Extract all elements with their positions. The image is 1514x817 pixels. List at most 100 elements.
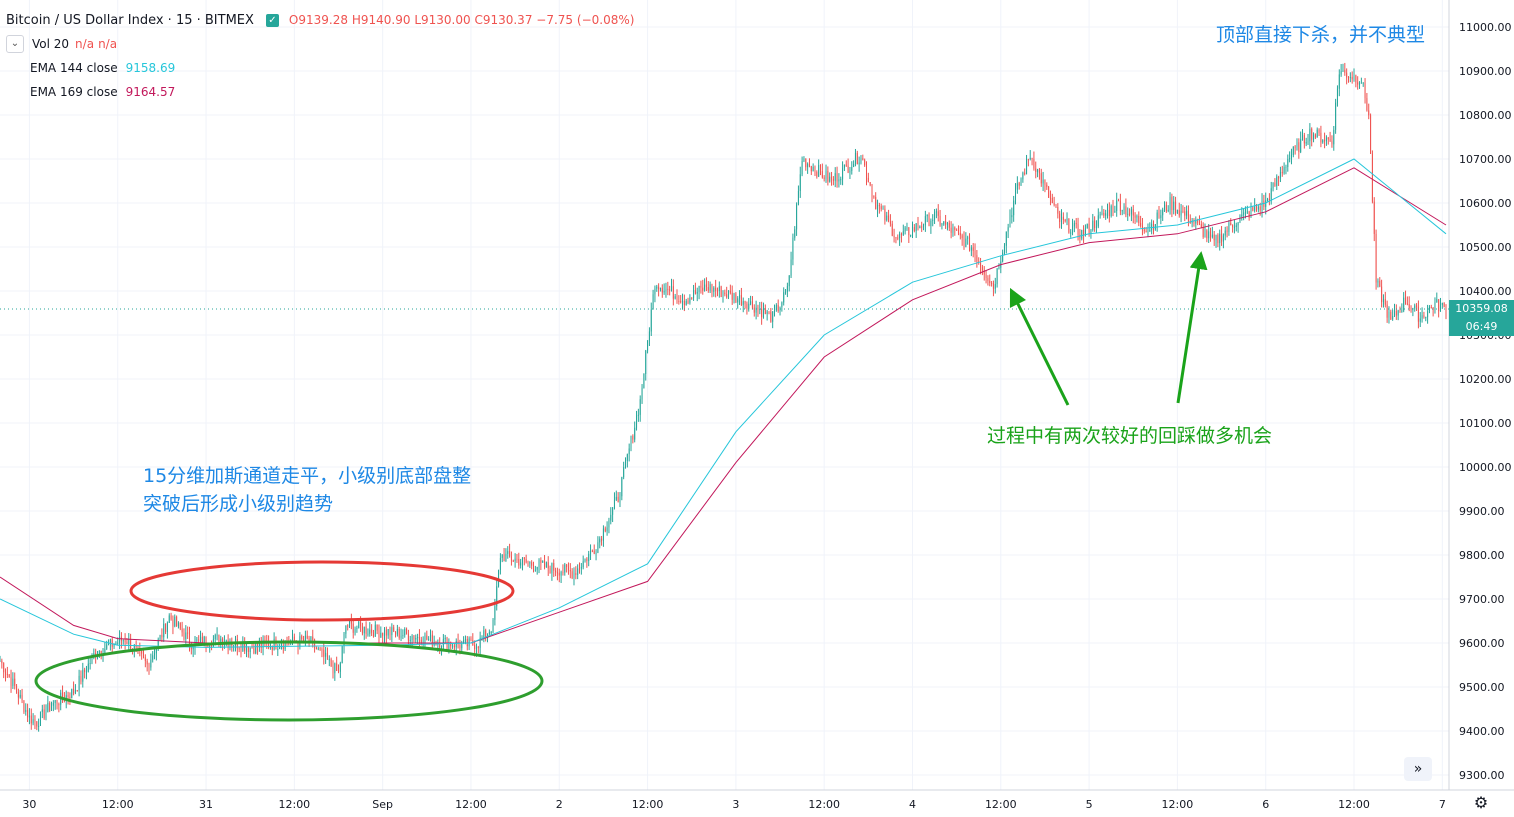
candle-body bbox=[1421, 315, 1423, 319]
volume-label[interactable]: Vol 20 bbox=[32, 37, 70, 51]
candle-body bbox=[98, 650, 100, 655]
candle-body bbox=[54, 700, 56, 703]
candle-body bbox=[790, 259, 792, 276]
candle-body bbox=[1327, 137, 1329, 140]
time-tick-label: 12:00 bbox=[1162, 798, 1194, 811]
candle-body bbox=[385, 629, 387, 636]
candle-body bbox=[989, 281, 991, 283]
candle-body bbox=[336, 663, 338, 672]
candle-body bbox=[1027, 159, 1029, 161]
candle-body bbox=[1423, 315, 1425, 318]
candle-body bbox=[639, 399, 641, 415]
time-tick-label: 5 bbox=[1086, 798, 1093, 811]
ema169-label[interactable]: EMA 169 close bbox=[30, 85, 118, 99]
candle-body bbox=[135, 646, 137, 648]
candle-body bbox=[520, 562, 522, 566]
candle-body bbox=[895, 237, 897, 239]
candle-body bbox=[943, 221, 945, 225]
candle-body bbox=[1281, 172, 1283, 174]
candle-body bbox=[1235, 225, 1237, 227]
candle-body bbox=[409, 639, 411, 641]
candle-body bbox=[1371, 153, 1373, 202]
candle-body bbox=[801, 161, 803, 175]
candle-body bbox=[678, 300, 680, 302]
candle-body bbox=[696, 291, 698, 294]
candle-body bbox=[1228, 223, 1230, 232]
candle-body bbox=[19, 694, 21, 698]
candle-body bbox=[1208, 231, 1210, 239]
candle-body bbox=[12, 678, 14, 686]
candle-body bbox=[1167, 209, 1169, 212]
candle-body bbox=[602, 528, 604, 541]
candle-body bbox=[531, 562, 533, 566]
price-axis[interactable]: 11000.00 10900.00 10800.00 10700.00 10600.00… bbox=[1459, 21, 1512, 782]
price-tick-label: 9300.00 bbox=[1459, 769, 1505, 782]
candle-body bbox=[418, 636, 420, 640]
candle-body bbox=[109, 639, 111, 645]
candle-body bbox=[586, 558, 588, 561]
candle-body bbox=[1278, 176, 1280, 179]
candle-body bbox=[115, 642, 117, 645]
candle-body bbox=[170, 615, 172, 620]
time-axis[interactable]: 30 12:00 31 12:00 Sep 12:00 2 12:00 3 12:00 4 12:00… bbox=[22, 798, 1445, 811]
candle-body bbox=[1061, 216, 1063, 222]
scroll-to-realtime-button[interactable]: » bbox=[1404, 757, 1432, 781]
candle-body bbox=[597, 542, 599, 553]
candle-body bbox=[1059, 213, 1061, 222]
candle-body bbox=[330, 659, 332, 667]
candle-body bbox=[317, 648, 319, 650]
candle-body bbox=[360, 621, 362, 627]
candle-body bbox=[398, 628, 400, 638]
candle-body bbox=[1083, 230, 1085, 236]
candle-body bbox=[845, 164, 847, 166]
candle-body bbox=[1003, 245, 1005, 253]
candle-body bbox=[406, 628, 408, 634]
settings-gear-icon[interactable]: ⚙ bbox=[1473, 793, 1489, 812]
candle-body bbox=[1340, 71, 1342, 75]
candle-body bbox=[32, 719, 34, 724]
candle-body bbox=[1182, 210, 1184, 212]
candle-body bbox=[1140, 223, 1142, 226]
candle-body bbox=[838, 179, 840, 182]
candle-body bbox=[496, 586, 498, 607]
candle-body bbox=[1314, 134, 1316, 138]
candle-body bbox=[869, 182, 871, 186]
candle-body bbox=[1416, 305, 1418, 307]
candle-body bbox=[363, 626, 365, 634]
price-tick-label: 10500.00 bbox=[1459, 241, 1512, 254]
candle-body bbox=[613, 499, 615, 508]
candle-body bbox=[141, 650, 143, 654]
candle-body bbox=[367, 633, 369, 635]
candle-body bbox=[249, 647, 251, 653]
candle-body bbox=[683, 300, 685, 305]
candle-body bbox=[1175, 201, 1177, 214]
candle-body bbox=[728, 290, 730, 298]
candle-body bbox=[1007, 227, 1009, 232]
price-tick-label: 9500.00 bbox=[1459, 681, 1505, 694]
candle-body bbox=[939, 215, 941, 225]
candle-body bbox=[62, 692, 64, 699]
candle-body bbox=[792, 237, 794, 260]
candle-body bbox=[1279, 172, 1281, 179]
candle-body bbox=[52, 702, 54, 706]
time-tick-label: 4 bbox=[909, 798, 916, 811]
collapse-indicators-button[interactable]: ⌄ bbox=[6, 35, 24, 53]
ema144-label[interactable]: EMA 144 close bbox=[30, 61, 118, 75]
candle-body bbox=[1095, 226, 1097, 228]
candle-body bbox=[825, 170, 827, 179]
candle-body bbox=[970, 247, 972, 251]
candle-body bbox=[924, 216, 926, 226]
candle-body bbox=[606, 527, 608, 532]
candle-body bbox=[1048, 186, 1050, 198]
candle-body bbox=[810, 166, 812, 172]
candle-body bbox=[1162, 209, 1164, 216]
candle-body bbox=[516, 558, 518, 560]
candle-body bbox=[144, 657, 146, 661]
candle-body bbox=[1178, 209, 1180, 216]
candle-body bbox=[1434, 302, 1436, 310]
support-ellipse bbox=[34, 640, 544, 722]
candle-body bbox=[163, 623, 165, 638]
symbol-title[interactable]: Bitcoin / US Dollar Index · 15 · BITMEX bbox=[6, 12, 254, 28]
candle-body bbox=[858, 162, 860, 165]
